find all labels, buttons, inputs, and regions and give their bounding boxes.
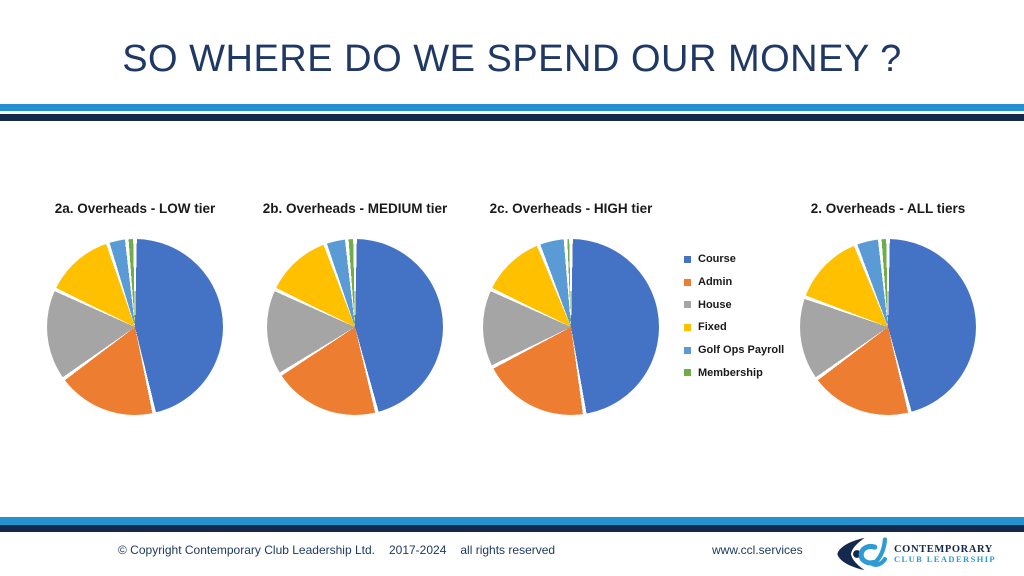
legend-label: Membership [698,366,763,379]
legend-label: Course [698,253,736,266]
ccl-logo-text: CONTEMPORARY CLUB LEADERSHIP [894,544,996,564]
footer-rule-light-blue [0,517,1024,525]
legend-item-admin: Admin [684,271,784,294]
chart-legend: Course Admin House Fixed Golf Ops Payroll Mem… [684,248,784,384]
pie-chart-low-tier [47,239,223,415]
legend-swatch [684,278,691,286]
copyright-text: © Copyright Contemporary Club Leadership… [118,543,375,557]
legend-item-golf-ops-payroll: Golf Ops Payroll [684,339,784,362]
header-rule-navy [0,114,1024,121]
legend-swatch [684,323,691,331]
slide-title: SO WHERE DO WE SPEND OUR MONEY ? [122,38,902,80]
legend-swatch [684,346,691,354]
legend-label: Admin [698,276,733,289]
legend-label: Golf Ops Payroll [698,344,785,357]
legend-swatch [684,369,691,377]
legend-label: Fixed [698,321,727,334]
chart-title-all-tiers: 2. Overheads - ALL tiers [810,201,966,216]
chart-title-low-tier: 2a. Overheads - LOW tier [54,201,216,216]
logo-brand-line1: CONTEMPORARY [894,544,993,556]
chart-title-medium-tier: 2b. Overheads - MEDIUM tier [262,201,448,216]
footer-copyright: © Copyright Contemporary Club Leadership… [118,543,555,557]
ccl-logo-icon [837,537,888,571]
legend-swatch [684,255,691,263]
footer-website-link[interactable]: www.ccl.services [712,543,803,557]
legend-item-house: House [684,293,784,316]
legend-swatch [684,301,691,309]
legend-item-membership: Membership [684,361,784,384]
pie-chart-all-tiers [800,239,976,415]
legend-item-course: Course [684,248,784,271]
copyright-years: 2017-2024 [388,543,447,557]
header-rule-light-blue [0,104,1024,111]
chart-title-high-tier: 2c. Overheads - HIGH tier [489,201,653,216]
legend-item-fixed: Fixed [684,316,784,339]
logo-brand-line2: CLUB LEADERSHIP [894,554,997,565]
pie-chart-medium-tier [267,239,443,415]
pie-chart-high-tier [483,239,659,415]
legend-label: House [698,298,732,311]
rights-text: all rights reserved [460,543,556,557]
ccl-logo: CONTEMPORARY CLUB LEADERSHIP [830,532,1024,576]
footer-rule-navy [0,525,1024,532]
